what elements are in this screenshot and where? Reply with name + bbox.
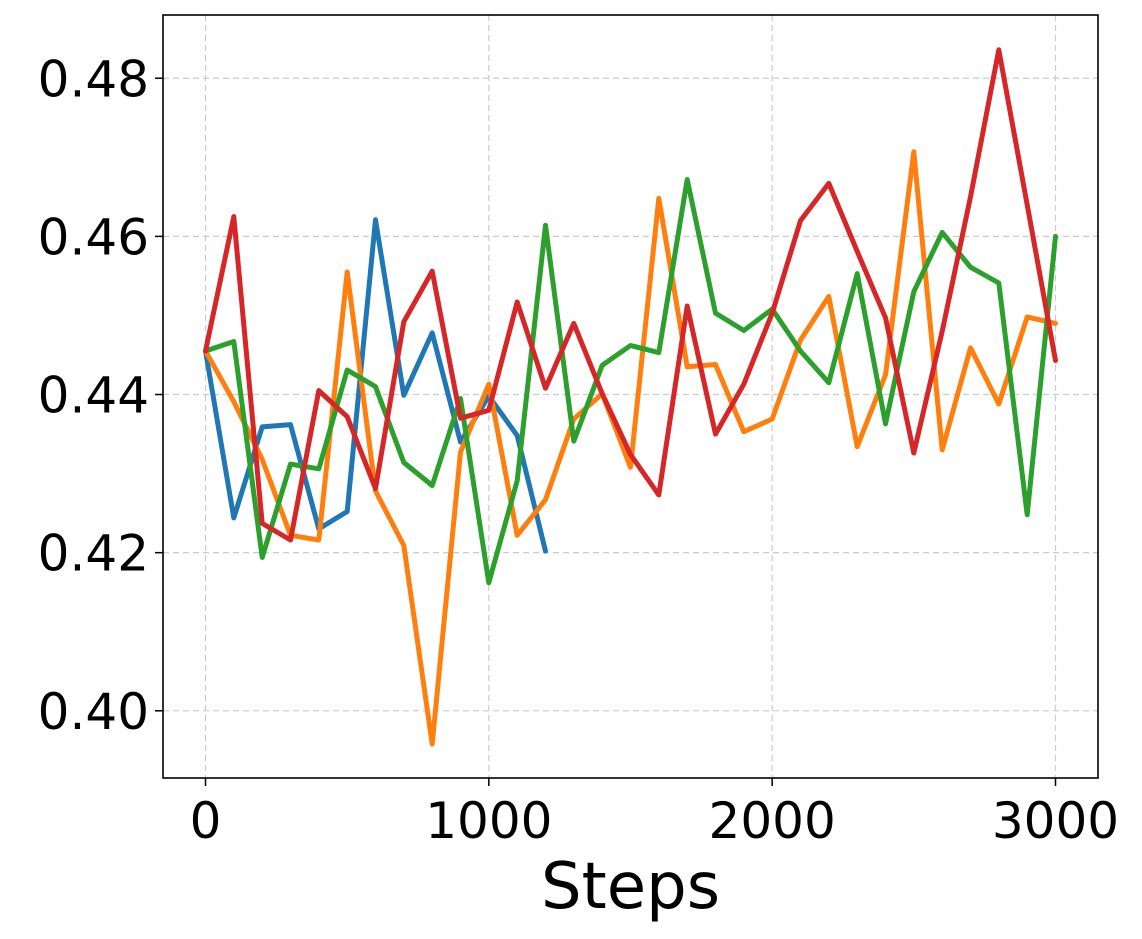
plot-frame <box>162 14 1099 779</box>
y-tick-label-1: 0.42 <box>38 525 149 583</box>
series-group <box>203 47 1058 747</box>
x-tick-label-1: 1000 <box>425 792 552 850</box>
y-tick-label-3: 0.46 <box>38 208 149 266</box>
x-axis-title: Steps <box>541 850 720 924</box>
ticks <box>155 77 1057 786</box>
series-line-2 <box>203 177 1058 586</box>
y-tick-label-4: 0.48 <box>38 50 149 108</box>
y-tick-label-0: 0.40 <box>38 683 149 741</box>
x-tick-label-3: 3000 <box>992 792 1119 850</box>
y-tick-label-2: 0.44 <box>38 367 149 425</box>
x-tick-label-0: 0 <box>190 792 222 850</box>
tick-labels: 0 1000 2000 3000 0.40 0.42 0.44 0.46 0.48 <box>38 50 1119 850</box>
series-line-3 <box>203 47 1058 543</box>
x-tick-label-2: 2000 <box>709 792 836 850</box>
series-line-1 <box>203 149 1058 747</box>
